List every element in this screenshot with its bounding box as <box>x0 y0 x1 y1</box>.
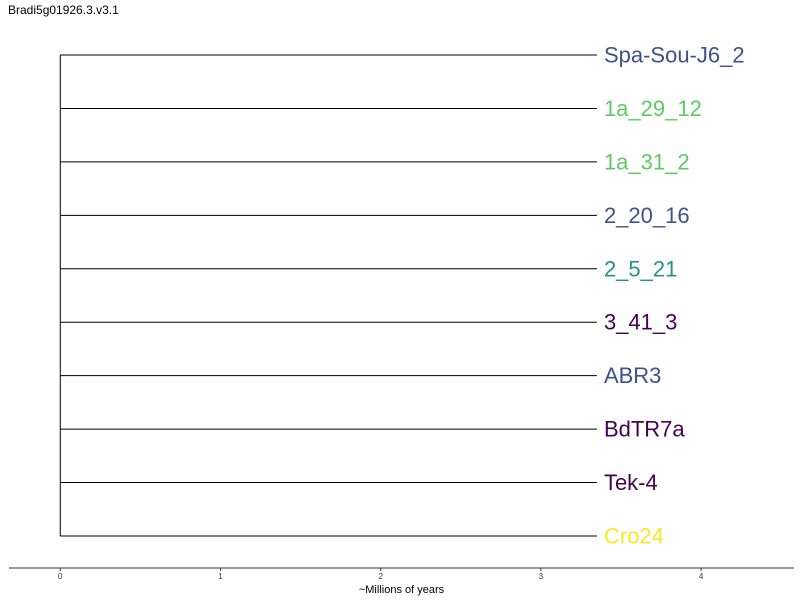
tree-branches <box>59 54 597 537</box>
leaf-label: BdTR7a <box>604 417 685 442</box>
leaf-label: Spa-Sou-J6_2 <box>604 43 745 68</box>
x-axis-tick-label: 4 <box>699 572 704 581</box>
leaf-label: 1a_31_2 <box>604 149 690 174</box>
x-axis-tick-label: 2 <box>378 572 383 581</box>
page-title: Bradi5g01926.3.v3.1 <box>8 3 119 17</box>
leaf-label: ABR3 <box>604 363 661 388</box>
leaf-label: 3_41_3 <box>604 310 677 335</box>
leaf-label: 2_5_21 <box>604 256 677 281</box>
leaf-label: Cro24 <box>604 524 664 549</box>
x-axis-tick-label: 3 <box>539 572 544 581</box>
x-axis-title: ~Millions of years <box>359 584 445 596</box>
leaf-label: Tek-4 <box>604 470 658 495</box>
leaf-labels: Spa-Sou-J6_2 1a_29_12 1a_31_2 2_20_16 2_5_21… <box>604 43 745 549</box>
x-axis: 0 1 2 3 4 ~Millions of years <box>9 567 794 596</box>
leaf-label: 1a_29_12 <box>604 96 702 121</box>
x-axis-tick-label: 1 <box>218 572 223 581</box>
x-axis-tick-label: 0 <box>58 572 63 581</box>
x-axis-ticks: 0 1 2 3 4 <box>58 568 704 581</box>
leaf-label: 2_20_16 <box>604 203 690 228</box>
